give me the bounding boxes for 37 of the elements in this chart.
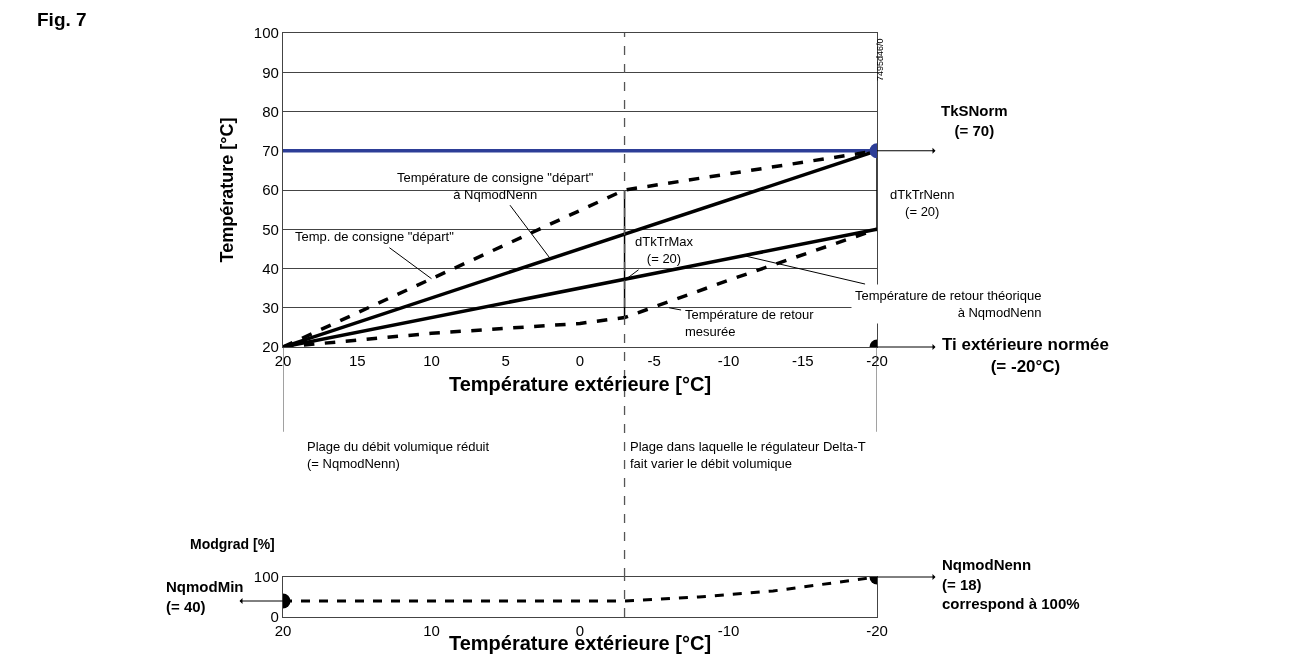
text: TkSNorm (= 70) <box>941 102 1008 139</box>
y-tick-label: 100 <box>253 568 279 586</box>
y-tick-label: 40 <box>262 259 279 277</box>
x-tick-label: 5 <box>501 352 510 370</box>
text: Plage dans laquelle le régulateur Delta-T fait varier le débit volumique <box>630 439 866 471</box>
x-tick-label: -10 <box>717 352 740 370</box>
x-tick-label: -5 <box>647 352 661 370</box>
annotation: Température de retour théorique à NqmodNenn <box>855 288 1042 320</box>
y-tick-label: 50 <box>262 220 279 238</box>
x-tick-label: 15 <box>348 352 366 370</box>
annotation: Température de consigne "départ" à NqmodNenn <box>397 170 594 202</box>
y-tick-label: 90 <box>262 63 279 81</box>
caption: Fig. 7 <box>37 9 87 30</box>
y-axis-title: Modgrad [%] <box>190 536 275 552</box>
y-tick-label: 80 <box>262 102 279 120</box>
y-tick-label: 100 <box>253 24 279 42</box>
annotation: Temp. de consigne "départ" <box>295 229 455 244</box>
y-tick-label: 30 <box>262 299 279 316</box>
x-tick-label: 10 <box>423 352 440 370</box>
x-tick-label: 10 <box>423 622 440 640</box>
x-tick-label: -15 <box>791 352 814 370</box>
text: NqmodMin (= 40) <box>166 578 244 615</box>
x-tick-label: -20 <box>866 622 888 640</box>
text: NqmodNenn (= 18) correspond à 100% <box>942 556 1080 612</box>
text: dTkTrNenn (= 20) <box>890 187 955 219</box>
y-axis-title: Température [°C] <box>217 117 238 263</box>
text: Plage du débit volumique réduit (= NqmodNenn) <box>307 439 490 471</box>
annotation: 7495d46/0 <box>875 38 885 81</box>
x-axis-title: Température extérieure [°C] <box>448 372 712 395</box>
y-tick-label: 70 <box>262 142 279 159</box>
annotation: dTkTrMax (= 20) <box>635 234 694 266</box>
y-tick-label: 60 <box>262 181 279 199</box>
x-tick-label: -20 <box>866 352 888 370</box>
text: Ti extérieure normée (= -20°C) <box>942 335 1109 377</box>
annotation: Température de retour mesurée <box>685 307 815 339</box>
x-tick-label: -10 <box>717 622 740 640</box>
x-tick-label: 0 <box>575 352 585 370</box>
